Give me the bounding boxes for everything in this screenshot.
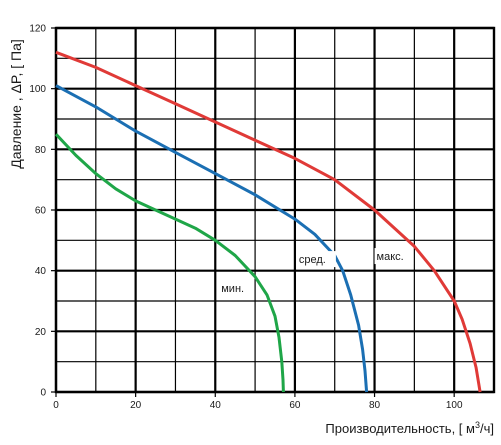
x-tick-label: 0 (53, 400, 59, 411)
x-tick-label: 80 (369, 400, 381, 411)
x-axis-label: Производительность, [ м3/ч] (325, 420, 494, 436)
y-axis-label: Давление , ΔP, [ Па] (8, 39, 24, 169)
series-labels: мин. сред. макс. (219, 248, 414, 296)
y-tick-label: 0 (40, 388, 46, 399)
x-tick-label: 60 (289, 400, 301, 411)
series-line-макс (55, 50, 482, 393)
series-label: мин. (221, 283, 244, 295)
series-label: сред. (299, 254, 326, 266)
grid (54, 26, 495, 394)
y-tick-label: 120 (29, 24, 46, 35)
x-tick-label: 20 (130, 400, 142, 411)
y-tick-label: 60 (35, 206, 47, 217)
y-tick-label: 40 (35, 266, 47, 277)
y-tick-label: 80 (35, 145, 47, 156)
series-lines (54, 50, 482, 393)
series-label-bg (374, 248, 414, 265)
series-label-bg (219, 279, 252, 296)
series-label: макс. (377, 251, 404, 263)
y-tick-label: 100 (29, 84, 46, 95)
series-line-мин (54, 133, 285, 393)
tick-labels: 0 20 40 60 80 100 0 20 40 60 80 100 120 (29, 24, 463, 412)
x-tick-label: 100 (446, 400, 463, 411)
series-line-сред (55, 84, 369, 393)
x-tick-label: 40 (210, 400, 222, 411)
series-label-bg (296, 251, 336, 268)
y-tick-label: 20 (35, 327, 47, 338)
